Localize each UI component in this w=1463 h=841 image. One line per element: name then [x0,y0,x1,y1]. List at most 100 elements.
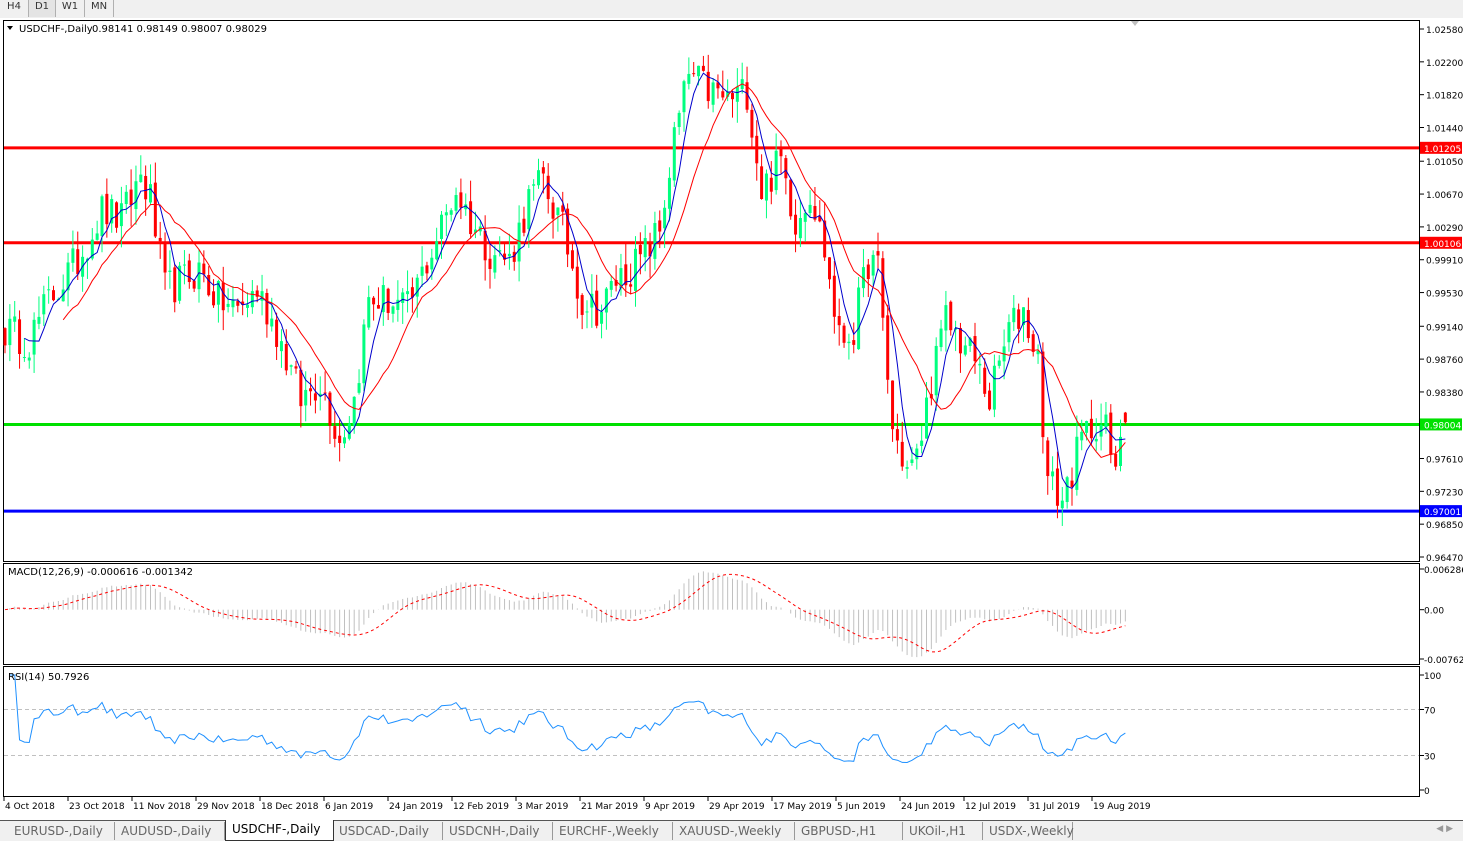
candle-body [260,291,264,301]
candle-body [798,218,802,239]
candle-body [857,287,861,350]
candle-body [47,289,51,291]
price-chart[interactable]: 1.01205 1.00106 0.98004 0.97001 1.02580 1.02… [0,18,1463,820]
chart-tab[interactable]: UKOil-,H1 [903,822,983,840]
price-tick-label: 1.01440 [1426,125,1463,135]
candle-body [343,437,346,444]
candle-body [1123,412,1127,423]
candle-body [512,251,516,262]
date-tick-label: 29 Nov 2018 [197,802,255,812]
candle-body [357,383,361,393]
candle-body [119,203,123,227]
candle-body [250,291,254,308]
candle-body [18,319,22,354]
candle-body [1080,431,1084,441]
candle-body [76,249,80,275]
candle-body [895,429,899,441]
candle-body [677,112,681,128]
moving-average-line [24,72,1126,490]
candle-body [430,257,434,270]
candle-body [1022,307,1025,325]
candle-body [100,196,104,237]
tab-scroll-arrows-icon[interactable]: ◀ ▶ [1436,824,1453,834]
chart-tab[interactable]: USDCAD-,Daily [333,822,443,840]
price-tick-label: 0.99910 [1426,257,1463,267]
date-tick-label: 21 Mar 2019 [581,802,638,812]
candle-body [473,229,477,233]
price-line-label-bg [1420,236,1462,249]
candle-body [8,318,12,346]
candle-body [958,328,962,354]
price-tick-label: 0.99140 [1426,323,1463,333]
candle-body [323,392,327,394]
candle-body [207,275,211,296]
candle-body [963,345,967,355]
dropdown-triangle-icon[interactable] [7,26,13,30]
candle-body [1007,322,1011,343]
candle-body [66,262,70,291]
timeframe-h4[interactable]: H4 [0,0,29,17]
candle-body [488,258,492,269]
candle-body [876,251,880,256]
candle-body [3,328,7,346]
candle-body [289,365,293,367]
price-line-label: 0.97001 [1424,508,1461,518]
chart-tab[interactable]: AUDUSD-,Daily [115,822,225,840]
candle-body [978,363,982,366]
chart-tab[interactable]: USDCHF-,Daily [225,820,334,841]
timeframe-d1[interactable]: D1 [29,0,56,17]
date-tick-label: 9 Apr 2019 [645,802,695,812]
price-tick-label: 0.96850 [1426,521,1463,531]
candle-body [391,306,395,314]
chart-tab[interactable]: EURCHF-,Weekly [553,822,673,840]
candle-body [682,81,686,113]
chart-tab[interactable]: EURUSD-,Daily [8,822,115,840]
timeframe-w1[interactable]: W1 [56,0,85,17]
candle-body [663,207,667,229]
rsi-line [9,674,1126,763]
candle-body [910,459,914,464]
candle-body [585,311,589,313]
price-tick-label: 1.02580 [1426,26,1463,36]
timeframe-mn[interactable]: MN [85,0,114,17]
candle-body [731,93,734,100]
candle-body [328,392,332,426]
date-tick-label: 11 Nov 2018 [133,802,191,812]
candle-body [182,264,186,266]
candle-body [774,150,778,191]
candle-body [153,182,157,237]
candle-body [338,435,342,443]
candle-body [532,184,536,186]
candle-body [551,202,555,219]
candle-body [507,253,511,257]
candle-body [275,319,279,347]
chart-background [0,18,1463,820]
candle-body [541,167,545,174]
candle-body [755,135,759,164]
candle-body [309,388,313,392]
candle-body [658,220,662,232]
candle-body [415,277,419,297]
candle-body [454,195,458,211]
candle-body [105,193,109,225]
candle-body [376,305,380,309]
candle-body [352,396,356,426]
candle-body [750,109,754,138]
candle-body [580,295,584,315]
chart-tab[interactable]: GBPUSD-,H1 [795,822,903,840]
chart-tab[interactable]: USDCNH-,Daily [443,822,553,840]
candle-body [968,338,972,346]
chart-tab[interactable]: USDX-,Weekly [983,822,1074,840]
price-tick-label: 0.98380 [1426,389,1463,399]
candle-body [1051,471,1055,477]
date-tick-label: 24 Jan 2019 [389,802,443,812]
candle-body [139,174,143,183]
price-tick-label: 1.02200 [1426,59,1463,69]
chart-tab[interactable]: XAUUSD-,Weekly [673,822,795,840]
date-tick-label: 17 May 2019 [773,802,832,812]
candle-body [1085,421,1089,433]
candle-body [667,177,671,209]
candle-body [745,82,749,110]
candle-body [90,239,94,259]
chart-shift-marker-icon[interactable] [1131,21,1139,26]
